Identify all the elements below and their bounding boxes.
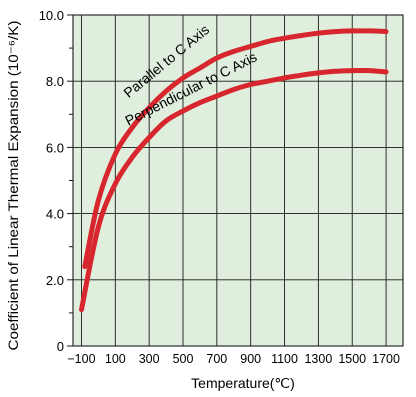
plot-frame bbox=[72, 14, 404, 347]
parallel-series-line bbox=[82, 28, 389, 270]
x-tick-label: 1100 bbox=[271, 352, 298, 366]
x-tick-label: 900 bbox=[240, 352, 261, 366]
x-tick-label: 1300 bbox=[304, 352, 332, 366]
y-tick-label: 2.0 bbox=[46, 273, 64, 288]
x-tick-label: 500 bbox=[173, 352, 194, 366]
y-axis-label: Coefficient of Linear Thermal Expansion … bbox=[5, 21, 21, 351]
tick-labels: −100 100 300 500 700 900 1100 1300 1500 1700 0 2.0 4… bbox=[39, 8, 400, 366]
y-tick-label: 8.0 bbox=[46, 74, 64, 89]
y-tick-label: 0 bbox=[57, 339, 64, 354]
perpendicular-series-line bbox=[79, 67, 389, 313]
y-tick-label: 10.0 bbox=[39, 8, 64, 23]
x-tick-label: 100 bbox=[105, 352, 126, 366]
x-axis-label: Temperature(℃) bbox=[191, 375, 295, 391]
x-tick-label: 1500 bbox=[338, 352, 366, 366]
axes bbox=[67, 14, 404, 347]
x-tick-label: 300 bbox=[139, 352, 160, 366]
x-tick-label: −100 bbox=[67, 352, 95, 366]
y-tick-label: 4.0 bbox=[46, 207, 64, 222]
y-tick-label: 6.0 bbox=[46, 140, 64, 155]
data-lines bbox=[79, 28, 389, 313]
x-tick-label: 700 bbox=[206, 352, 227, 366]
x-tick-label: 1700 bbox=[372, 352, 400, 366]
